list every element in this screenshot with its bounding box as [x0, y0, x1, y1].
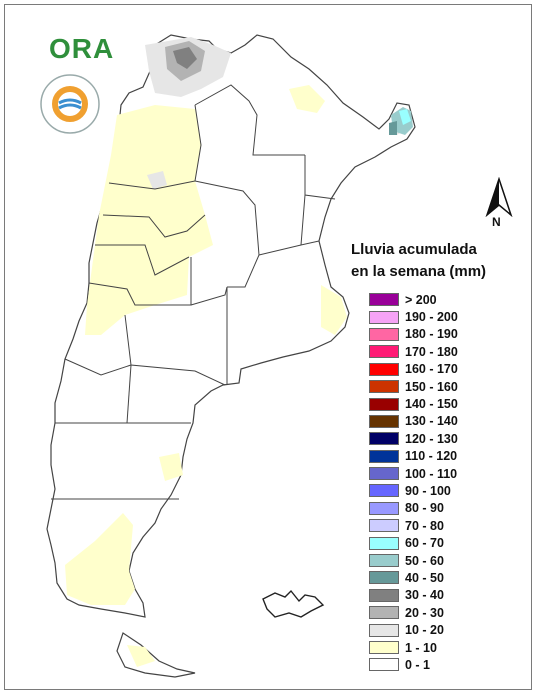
legend: > 200 190 - 200 180 - 190 170 - 180 160 - 17…: [369, 291, 509, 674]
legend-label: 120 - 130: [405, 431, 458, 446]
legend-item: 120 - 130: [369, 430, 509, 447]
legend-label: 20 - 30: [405, 605, 444, 620]
rainfall-misiones-zone: [389, 107, 413, 135]
legend-label: 10 - 20: [405, 623, 444, 638]
legend-label: 130 - 140: [405, 414, 458, 429]
legend-item: 110 - 120: [369, 448, 509, 465]
legend-item: 180 - 190: [369, 326, 509, 343]
legend-item: 50 - 60: [369, 552, 509, 569]
legend-swatch: [369, 484, 399, 498]
legend-swatch: [369, 606, 399, 620]
legend-item: 10 - 20: [369, 621, 509, 638]
legend-label: > 200: [405, 292, 437, 307]
legend-swatch: [369, 571, 399, 585]
map-frame: ORA N Lluvia acumulada en la semana (mm)…: [4, 4, 532, 690]
legend-item: 170 - 180: [369, 343, 509, 360]
legend-title-line1: Lluvia acumulada: [351, 241, 477, 258]
ora-logo: ORA: [49, 33, 115, 64]
north-arrow-icon: [485, 177, 513, 217]
legend-item: 30 - 40: [369, 587, 509, 604]
legend-item: 0 - 1: [369, 656, 509, 673]
legend-label: 30 - 40: [405, 588, 444, 603]
province-borders: [51, 84, 336, 500]
legend-item: 130 - 140: [369, 413, 509, 430]
legend-item: 1 - 10: [369, 639, 509, 656]
legend-swatch: [369, 362, 399, 376]
legend-item: 80 - 90: [369, 500, 509, 517]
legend-swatch: [369, 519, 399, 533]
legend-swatch: [369, 623, 399, 637]
legend-item: 140 - 150: [369, 395, 509, 412]
legend-swatch: [369, 658, 399, 672]
north-label: N: [492, 215, 501, 229]
tierra-del-fuego: [116, 632, 196, 678]
legend-label: 160 - 170: [405, 362, 458, 377]
smn-seal-logo: [40, 74, 100, 134]
legend-swatch: [369, 293, 399, 307]
legend-swatch: [369, 380, 399, 394]
legend-swatch: [369, 536, 399, 550]
legend-item: 40 - 50: [369, 569, 509, 586]
legend-item: > 200: [369, 291, 509, 308]
legend-label: 70 - 80: [405, 518, 444, 533]
legend-item: 190 - 200: [369, 308, 509, 325]
legend-swatch: [369, 397, 399, 411]
legend-item: 150 - 160: [369, 378, 509, 395]
legend-label: 1 - 10: [405, 640, 437, 655]
legend-swatch: [369, 327, 399, 341]
legend-title-line2: en la semana (mm): [351, 263, 487, 280]
legend-swatch: [369, 641, 399, 654]
legend-swatch: [369, 432, 399, 446]
legend-item: 20 - 30: [369, 604, 509, 621]
legend-item: 90 - 100: [369, 482, 509, 499]
malvinas-islands: [262, 589, 325, 618]
legend-swatch: [369, 501, 399, 515]
legend-item: 160 - 170: [369, 361, 509, 378]
legend-item: 100 - 110: [369, 465, 509, 482]
legend-label: 0 - 1: [405, 657, 431, 672]
argentina-rainfall-map: [46, 34, 416, 678]
legend-label: 90 - 100: [405, 483, 451, 498]
legend-label: 100 - 110: [405, 466, 458, 481]
legend-label: 80 - 90: [405, 501, 444, 516]
legend-label: 150 - 160: [405, 379, 458, 394]
legend-swatch: [369, 310, 399, 324]
legend-label: 170 - 180: [405, 344, 458, 359]
legend-label: 180 - 190: [405, 327, 458, 342]
legend-label: 40 - 50: [405, 570, 444, 585]
legend-swatch: [369, 414, 399, 428]
legend-label: 50 - 60: [405, 553, 444, 568]
legend-swatch: [369, 467, 399, 481]
rainfall-1-10-zones: [65, 85, 347, 667]
legend-item: 70 - 80: [369, 517, 509, 534]
legend-swatch: [369, 554, 399, 568]
legend-label: 140 - 150: [405, 397, 458, 412]
legend-item: 60 - 70: [369, 534, 509, 551]
legend-swatch: [369, 588, 399, 602]
legend-swatch: [369, 345, 399, 359]
legend-label: 110 - 120: [405, 449, 458, 464]
legend-swatch: [369, 449, 399, 463]
legend-label: 190 - 200: [405, 310, 458, 325]
legend-label: 60 - 70: [405, 536, 444, 551]
